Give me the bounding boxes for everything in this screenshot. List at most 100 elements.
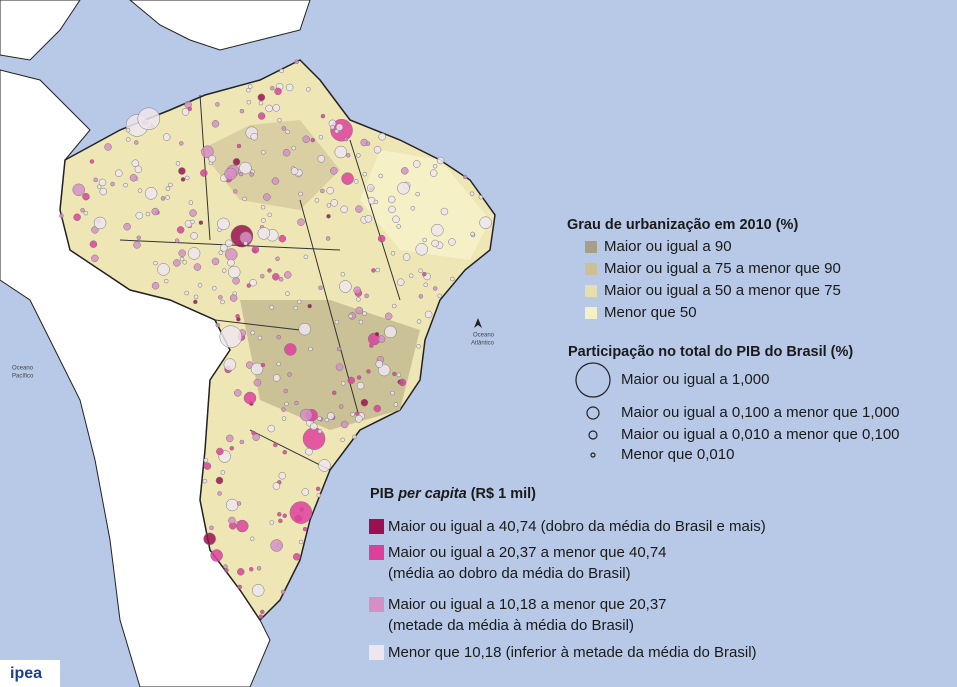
legend-label: Menor que 50 [604,304,697,321]
municipality [274,87,282,96]
municipality [347,376,355,385]
municipality [251,584,265,597]
municipality [330,125,335,130]
municipality [129,174,138,182]
municipality [249,278,257,287]
municipality [362,311,367,316]
ocean-label: Oceano [473,333,495,339]
legend-title-part: (R$ 1 mil) [467,486,536,502]
municipality [223,358,237,371]
municipality [182,259,187,265]
municipality [151,281,160,290]
urban-zone [240,300,420,430]
municipality [180,177,186,182]
municipality [298,322,311,336]
municipality [227,265,241,279]
municipality [432,163,438,169]
municipality [179,141,184,146]
ocean-label: Pacífico [12,374,34,380]
municipality [366,369,371,374]
municipality [269,305,274,310]
municipality [330,199,338,207]
north-arrow [474,318,482,328]
municipality [320,113,326,119]
municipality [356,297,361,302]
municipality [416,344,421,349]
municipality [401,167,409,175]
municipality [355,306,363,315]
municipality [251,245,260,254]
logo-box [0,660,60,687]
municipality [352,434,357,440]
municipality [83,210,89,216]
logo: ipea [10,665,42,682]
legend-label: Maior ou igual a 50 a menor que 75 [604,282,841,299]
municipality [250,132,258,141]
municipality [285,129,290,135]
municipality [226,434,234,443]
municipality [257,335,263,341]
municipality [160,196,166,201]
municipality [396,372,402,378]
municipality [317,429,323,434]
municipality [391,303,397,309]
municipality [377,335,386,343]
municipality [294,400,299,406]
municipality [353,286,361,294]
legend-swatch [585,263,597,275]
legend-label: Menor que 0,010 [621,446,734,463]
municipality [249,567,254,572]
municipality [153,260,158,266]
municipality [203,532,216,546]
municipality [281,416,287,421]
municipality [301,488,309,496]
municipality [187,247,201,260]
municipality [290,167,299,175]
municipality [257,93,266,102]
legend-swatch [369,645,384,660]
municipality [137,107,161,131]
municipality [317,155,326,163]
municipality [282,449,287,455]
municipality [211,120,220,128]
municipality [326,214,331,219]
municipality [302,526,308,532]
municipality [151,207,160,216]
legend-title: Grau de urbanização em 2010 (%) [567,217,798,233]
municipality [418,294,424,299]
municipality [397,182,410,195]
municipality [334,145,348,159]
municipality [267,268,272,273]
legend-circle [588,430,598,440]
municipality [282,148,291,157]
municipality [89,240,98,248]
municipality [307,303,312,309]
municipality [334,319,340,325]
municipality [327,412,335,420]
municipality [225,239,233,248]
municipality [314,198,320,203]
municipality [310,422,318,431]
municipality [282,513,287,518]
municipality [99,187,108,196]
municipality [257,112,266,120]
legend-swatch [585,285,597,297]
municipality [398,380,404,386]
municipality [257,227,271,240]
municipality [243,241,248,246]
municipality [72,183,85,197]
municipality [123,222,131,231]
municipality [412,160,421,168]
municipality [358,319,364,325]
municipality [229,294,238,302]
legend-label: Maior ou igual a 20,37 a menor que 40,74 [388,544,667,561]
municipalities [59,59,492,619]
municipality [384,325,397,339]
municipality [416,319,422,324]
municipality [202,478,208,484]
municipality [355,205,363,213]
land [129,0,311,51]
municipality [135,211,144,220]
legend-swatch [369,519,384,534]
municipality [278,234,287,243]
